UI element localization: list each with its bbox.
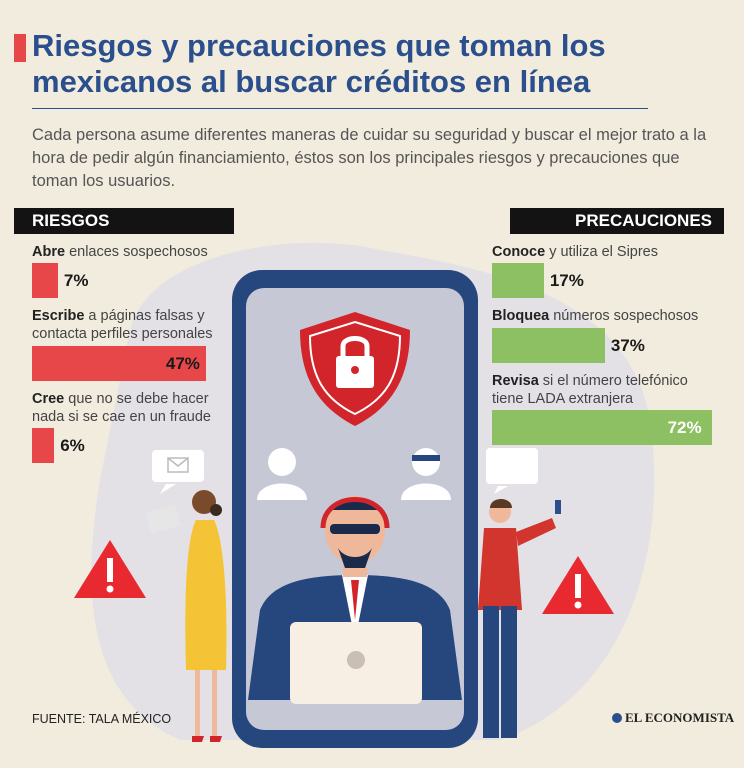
bar: [32, 346, 206, 381]
page-subtitle: Cada persona asume diferentes maneras de…: [32, 126, 707, 190]
bar-label: Revisa si el número telefónico tiene LAD…: [492, 372, 722, 408]
warning-icon-right: [542, 556, 614, 614]
page-title: Riesgos y precauciones que toman los mex…: [32, 28, 606, 99]
logo-icon: [612, 713, 622, 723]
woman-figure: [145, 450, 227, 742]
hacker-figure: [248, 496, 462, 704]
bar-label-verb: Conoce: [492, 244, 546, 260]
bar: [32, 263, 58, 298]
title-accent: [14, 34, 26, 62]
user-icon: [257, 448, 307, 500]
bar-label: Conoce y utiliza el Sipres: [492, 243, 722, 261]
bar-label-text: que no se debe hacer nada si se cae en u…: [32, 391, 211, 425]
bar: [492, 328, 605, 363]
bar-value-label: 47%: [165, 354, 200, 373]
warning-icon-left: [74, 540, 146, 598]
bar: [492, 410, 712, 445]
bar-label: Cree que no se debe hacer nada si se cae…: [32, 390, 227, 426]
bar-label-text: a páginas falsas y contacta perfiles per…: [32, 308, 213, 342]
bar-label: Abre enlaces sospechosos: [32, 243, 227, 261]
bar-label-verb: Revisa: [492, 373, 539, 389]
bar-label: Escribe a páginas falsas y contacta perf…: [32, 307, 227, 343]
hacker-icon: [401, 448, 451, 500]
bar-label-verb: Abre: [32, 244, 66, 260]
shield-lock-icon: [300, 312, 410, 426]
bar-label-text: números sospechosos: [549, 308, 699, 324]
bar-label-text: si el número telefónico tiene LADA extra…: [492, 373, 688, 407]
bar-value-label: 37%: [610, 336, 645, 355]
title-divider: [32, 108, 648, 109]
bar: [32, 428, 55, 463]
man-figure: [478, 448, 561, 738]
bar: [492, 263, 544, 298]
bar-value-label: 72%: [667, 418, 702, 437]
riesgos-header: RIESGOS: [14, 208, 234, 234]
publisher-logo: EL ECONOMISTA: [612, 710, 734, 726]
bar-value-label: 17%: [549, 271, 584, 290]
source-note: FUENTE: TALA MÉXICO: [32, 712, 172, 726]
bar-label-text: enlaces sospechosos: [65, 244, 208, 260]
speech-bubble: [486, 448, 538, 484]
bar-value-label: 7%: [63, 271, 89, 290]
logo-text: EL ECONOMISTA: [625, 710, 735, 725]
bar-label-verb: Cree: [32, 391, 65, 407]
bar-label: Bloquea números sospechosos: [492, 307, 722, 325]
bar-value-label: 6%: [60, 436, 85, 455]
bar-label-verb: Bloquea: [492, 308, 550, 324]
bar-label-verb: Escribe: [32, 308, 85, 324]
bar-label-text: y utiliza el Sipres: [545, 244, 658, 260]
precauciones-header: PRECAUCIONES: [510, 208, 724, 234]
